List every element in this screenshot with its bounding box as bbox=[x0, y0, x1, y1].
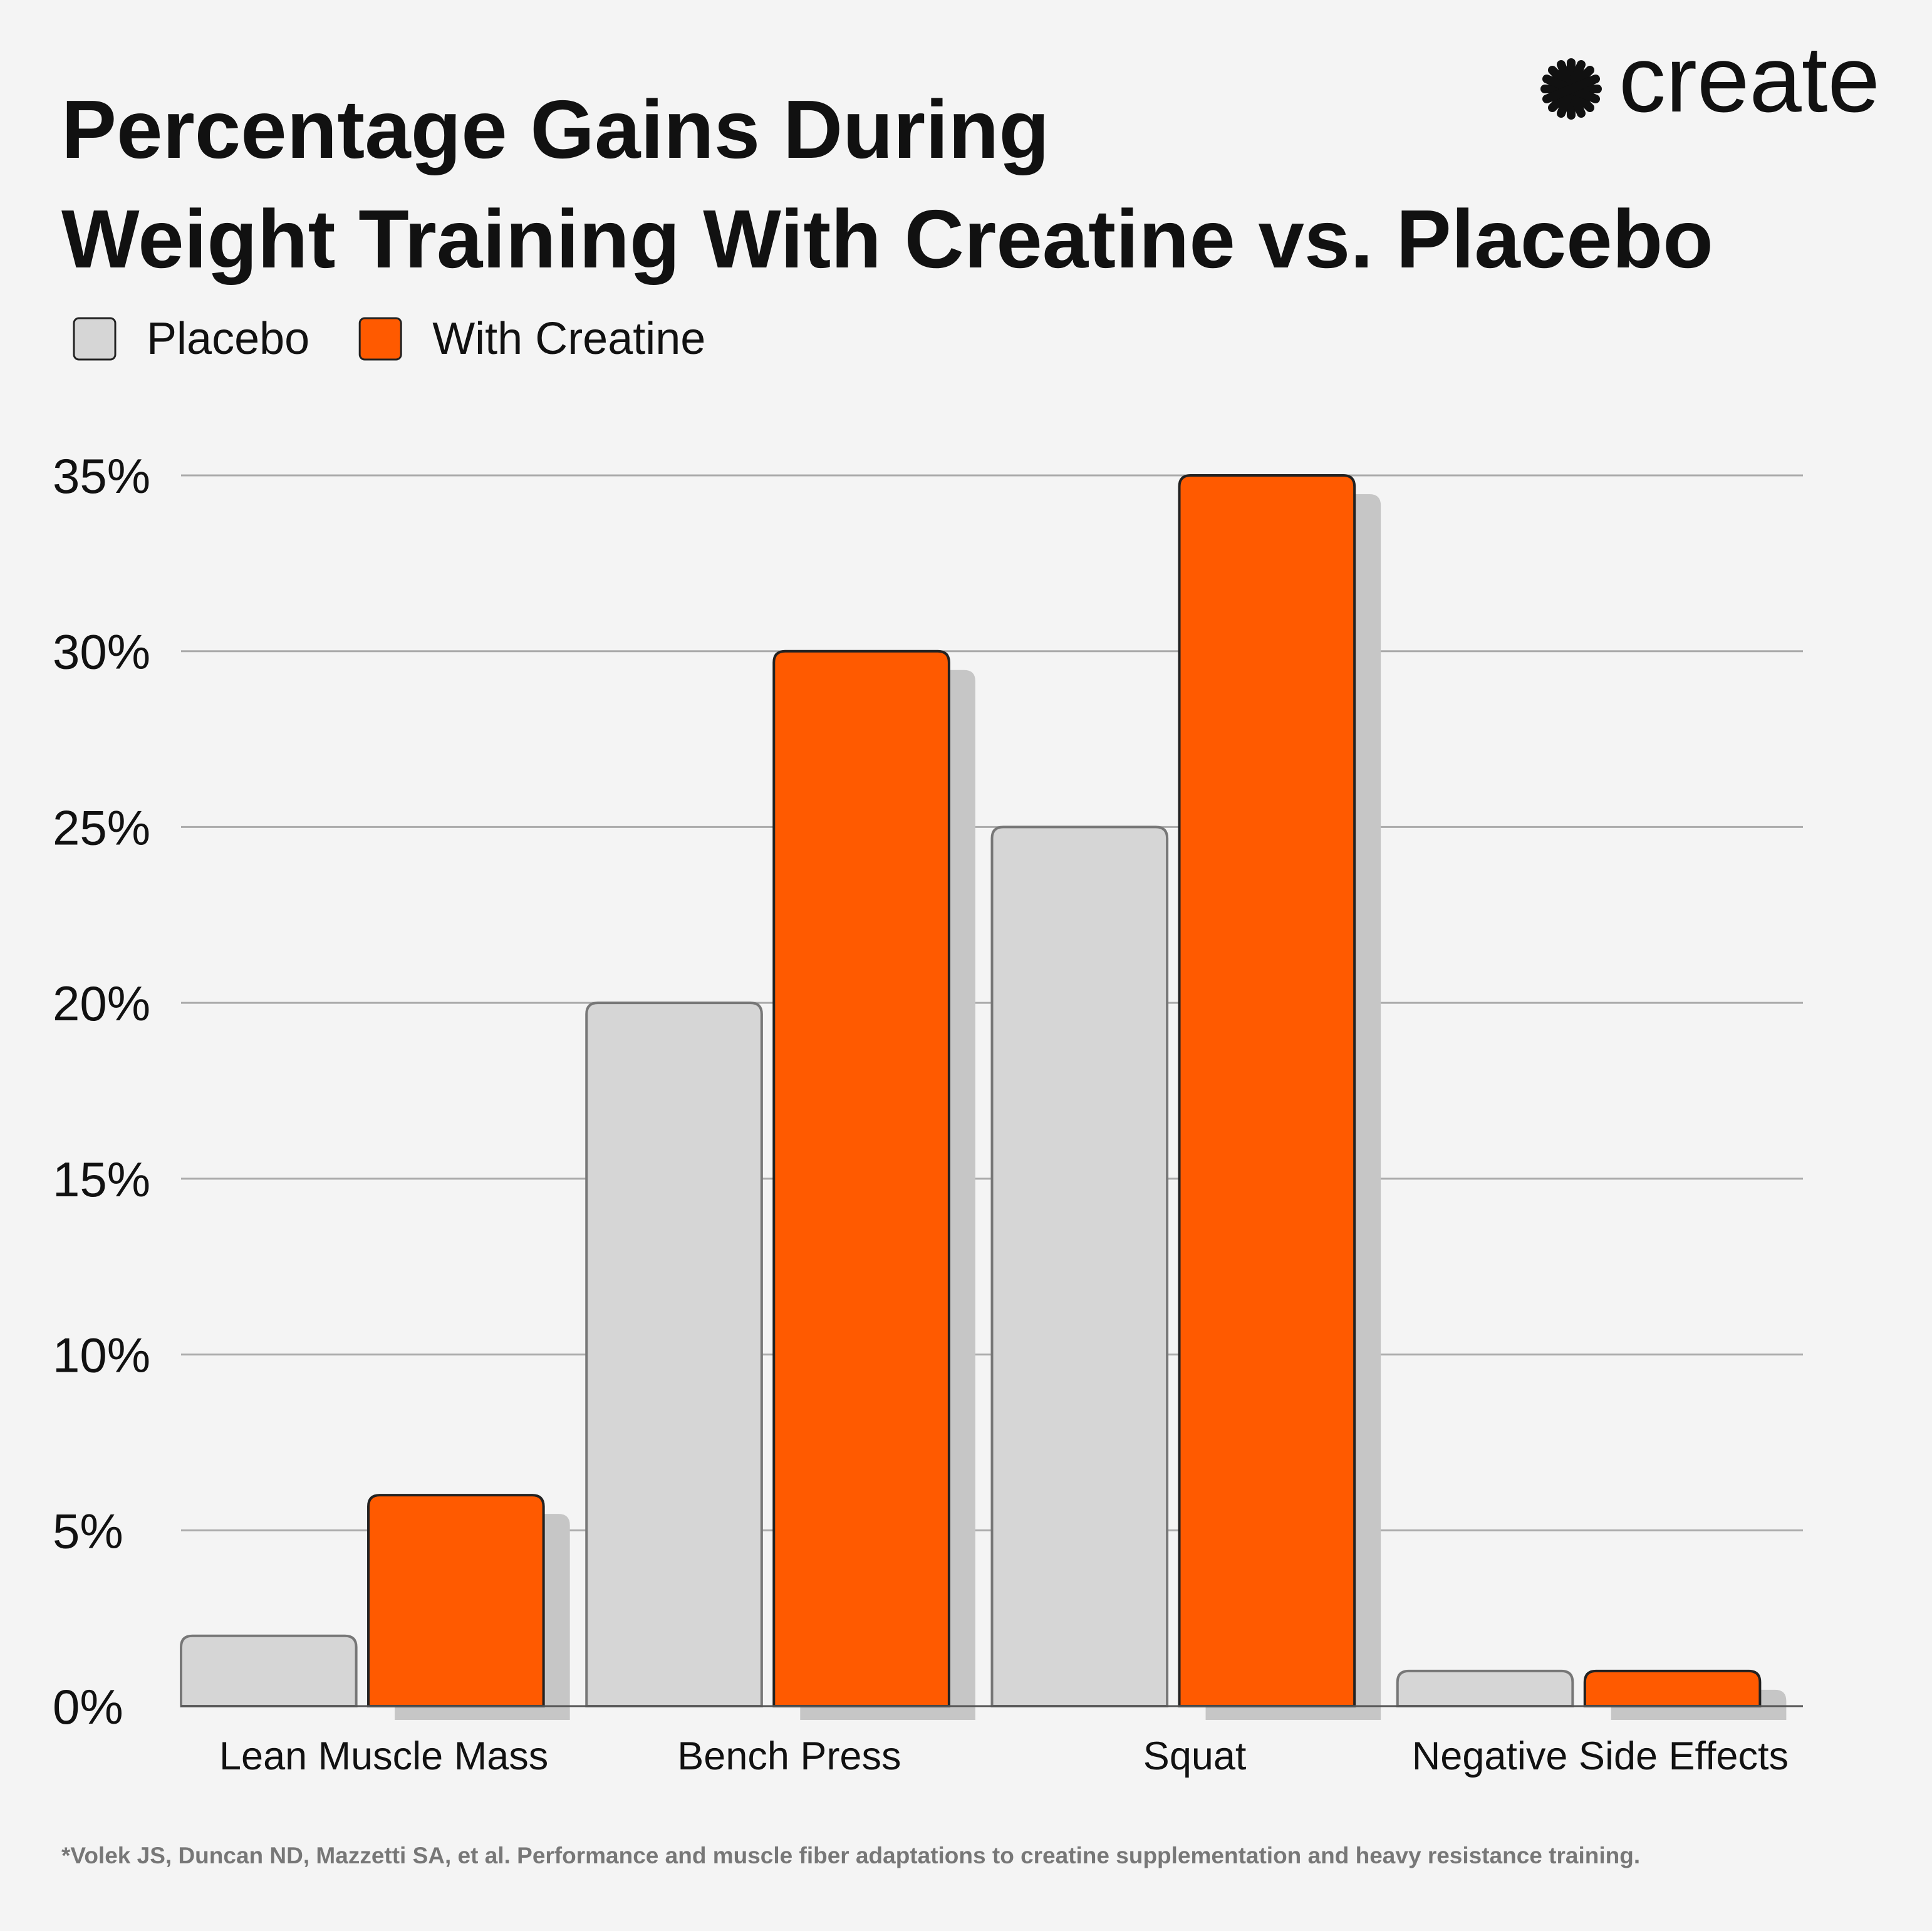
legend-label: With Creatine bbox=[432, 314, 705, 364]
bar bbox=[180, 1634, 358, 1707]
bar bbox=[990, 826, 1169, 1707]
legend-swatch bbox=[73, 317, 117, 361]
y-tick-label: 0% bbox=[53, 1679, 123, 1734]
x-tick-label: Squat bbox=[1143, 1734, 1247, 1778]
x-tick-label: Lean Muscle Mass bbox=[219, 1734, 548, 1778]
logo-ray bbox=[1542, 75, 1600, 103]
bar bbox=[1583, 1669, 1762, 1707]
bar bbox=[585, 1002, 763, 1707]
y-tick-label: 25% bbox=[53, 800, 150, 855]
logo-text: create bbox=[1619, 26, 1880, 132]
y-tick-label: 30% bbox=[53, 624, 150, 680]
bar bbox=[1396, 1669, 1574, 1707]
bar bbox=[772, 650, 950, 1707]
bar bbox=[367, 1494, 545, 1707]
x-tick-label: Bench Press bbox=[677, 1734, 901, 1778]
x-tick-label: Negative Side Effects bbox=[1412, 1734, 1789, 1778]
y-tick-label: 15% bbox=[53, 1152, 150, 1207]
legend-swatch bbox=[358, 317, 402, 361]
legend-label: Placebo bbox=[147, 314, 309, 364]
bar bbox=[1178, 474, 1356, 1707]
y-tick-label: 10% bbox=[53, 1328, 150, 1383]
y-tick-label: 35% bbox=[53, 448, 150, 504]
footnote: *Volek JS, Duncan ND, Mazzetti SA, et al… bbox=[61, 1843, 1640, 1868]
y-tick-label: 20% bbox=[53, 976, 150, 1031]
logo-icon bbox=[1540, 58, 1602, 120]
y-tick-label: 5% bbox=[53, 1503, 123, 1558]
chart-title: Weight Training With Creatine vs. Placeb… bbox=[61, 193, 1713, 285]
chart-title: Percentage Gains During bbox=[61, 83, 1049, 175]
